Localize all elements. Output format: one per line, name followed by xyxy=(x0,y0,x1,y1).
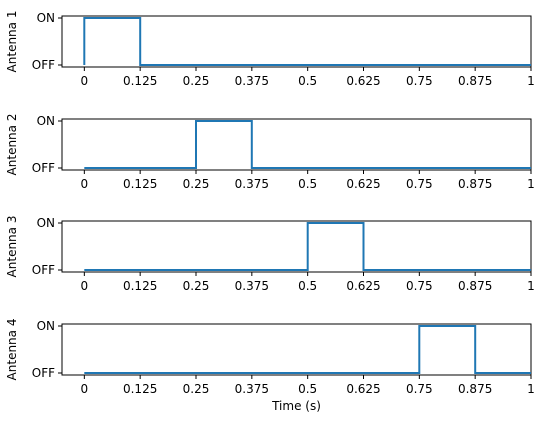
plot-frame xyxy=(61,118,532,171)
x-tick-label: 0 xyxy=(81,74,89,88)
x-tick-label: 0.5 xyxy=(298,177,317,191)
chart-panel-4: 0 0.125 0.25 0.375 0.5 0.625 0.75 0.875 1 OFF ON An… xyxy=(5,319,535,413)
x-tick-label: 0.625 xyxy=(346,177,380,191)
series-line xyxy=(84,222,531,271)
x-tick-label: 0 xyxy=(81,279,89,293)
x-tick-label: 0.125 xyxy=(123,74,157,88)
x-tick-label: 0.5 xyxy=(298,382,317,396)
y-tick-label: ON xyxy=(37,216,55,230)
x-tick-label: 1 xyxy=(527,279,535,293)
series-line xyxy=(84,325,531,374)
x-tick-label: 0 xyxy=(81,382,89,396)
x-tick-label: 0.25 xyxy=(183,74,210,88)
x-tick-label: 0.875 xyxy=(458,279,492,293)
y-tick-label: ON xyxy=(37,319,55,333)
y-axis-label: Antenna 3 xyxy=(5,216,19,278)
x-tick-label: 0.25 xyxy=(183,177,210,191)
x-tick-label: 0.375 xyxy=(235,279,269,293)
chart-panel-1: 0 0.125 0.25 0.375 0.5 0.625 0.75 0.875 1 OFF ON An… xyxy=(5,11,535,88)
x-tick-label: 0.25 xyxy=(183,382,210,396)
y-tick-label: ON xyxy=(37,114,55,128)
x-tick-label: 0.125 xyxy=(123,177,157,191)
x-tick-label: 0.875 xyxy=(458,74,492,88)
plot-frame xyxy=(61,323,532,376)
plot-frame xyxy=(61,220,532,273)
x-tick-label: 0.5 xyxy=(298,74,317,88)
y-tick-label: ON xyxy=(37,11,55,25)
x-tick-label: 0.625 xyxy=(346,74,380,88)
x-tick-label: 0.75 xyxy=(406,279,433,293)
x-tick-label: 0.125 xyxy=(123,382,157,396)
x-tick-label: 0.25 xyxy=(183,279,210,293)
x-axis-label: Time (s) xyxy=(271,399,321,413)
x-tick-label: 0.75 xyxy=(406,382,433,396)
y-axis-label: Antenna 4 xyxy=(5,319,19,381)
x-tick-label: 1 xyxy=(527,74,535,88)
x-tick-label: 0.75 xyxy=(406,74,433,88)
y-axis-label: Antenna 1 xyxy=(5,11,19,73)
plot-frame xyxy=(61,15,532,68)
y-tick-label: OFF xyxy=(32,366,55,380)
y-tick-label: OFF xyxy=(32,263,55,277)
x-tick-label: 0.875 xyxy=(458,382,492,396)
x-tick-label: 0.625 xyxy=(346,382,380,396)
x-tick-label: 1 xyxy=(527,177,535,191)
y-tick-label: OFF xyxy=(32,161,55,175)
chart-panel-2: 0 0.125 0.25 0.375 0.5 0.625 0.75 0.875 1 OFF ON An… xyxy=(5,114,535,191)
x-tick-label: 0 xyxy=(81,177,89,191)
x-tick-label: 0.875 xyxy=(458,177,492,191)
y-axis-label: Antenna 2 xyxy=(5,114,19,176)
chart-panel-3: 0 0.125 0.25 0.375 0.5 0.625 0.75 0.875 1 OFF ON An… xyxy=(5,216,535,293)
x-tick-label: 0.375 xyxy=(235,382,269,396)
x-tick-label: 0.125 xyxy=(123,279,157,293)
y-tick-label: OFF xyxy=(32,58,55,72)
x-tick-label: 0.75 xyxy=(406,177,433,191)
x-tick-label: 0.625 xyxy=(346,279,380,293)
x-tick-label: 0.375 xyxy=(235,177,269,191)
x-tick-label: 0.375 xyxy=(235,74,269,88)
series-line xyxy=(83,17,531,66)
x-tick-label: 0.5 xyxy=(298,279,317,293)
x-tick-label: 1 xyxy=(527,382,535,396)
series-line xyxy=(84,120,531,169)
